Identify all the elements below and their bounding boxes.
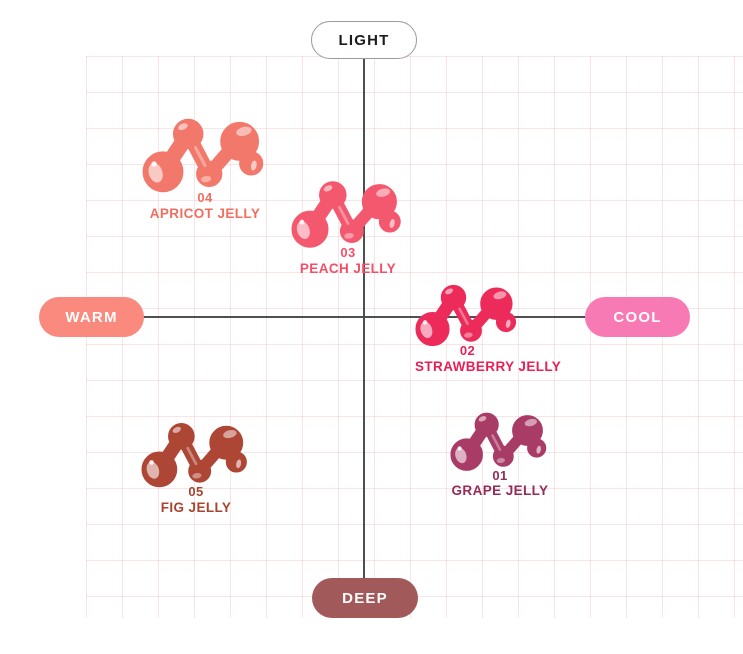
axis-label-warm: WARM — [65, 308, 118, 326]
product-name: PEACH JELLY — [299, 260, 397, 276]
product-label: 02 STRAWBERRY JELLY — [415, 343, 562, 375]
product-grape-jelly: 01 GRAPE JELLY — [450, 408, 550, 499]
product-label: 01 GRAPE JELLY — [450, 468, 550, 500]
product-number: 01 — [492, 467, 508, 483]
product-apricot-jelly: 04 APRICOT JELLY — [142, 113, 268, 222]
product-number: 03 — [340, 245, 356, 260]
product-name: GRAPE JELLY — [451, 483, 549, 499]
jelly-swatch-icon — [450, 408, 550, 475]
product-label: 04 APRICOT JELLY — [142, 190, 268, 222]
axis-pill-warm: WARM — [39, 297, 144, 337]
horizontal-axis-line — [143, 316, 585, 318]
jelly-swatch-icon — [142, 113, 268, 197]
product-label: 03 PEACH JELLY — [291, 245, 405, 277]
product-name: STRAWBERRY JELLY — [415, 358, 562, 374]
product-strawberry-jelly: 02 STRAWBERRY JELLY — [415, 280, 562, 375]
product-name: APRICOT JELLY — [149, 205, 261, 221]
product-number: 05 — [188, 484, 204, 500]
product-peach-jelly: 03 PEACH JELLY — [291, 176, 405, 277]
product-name: FIG JELLY — [160, 499, 232, 515]
axis-pill-deep: DEEP — [312, 578, 418, 618]
product-number: 02 — [459, 343, 476, 358]
axis-pill-cool: COOL — [585, 297, 690, 337]
jelly-swatch-icon — [415, 280, 520, 350]
jelly-swatch-icon — [291, 176, 405, 252]
axis-label-light: LIGHT — [338, 31, 390, 49]
jelly-swatch-icon — [141, 418, 251, 491]
axis-label-deep: DEEP — [342, 589, 388, 607]
axis-label-cool: COOL — [613, 308, 662, 326]
product-label: 05 FIG JELLY — [141, 484, 251, 516]
product-fig-jelly: 05 FIG JELLY — [141, 418, 251, 516]
axis-pill-light: LIGHT — [311, 21, 417, 59]
vertical-axis-line — [363, 59, 365, 579]
product-number: 04 — [197, 190, 213, 205]
